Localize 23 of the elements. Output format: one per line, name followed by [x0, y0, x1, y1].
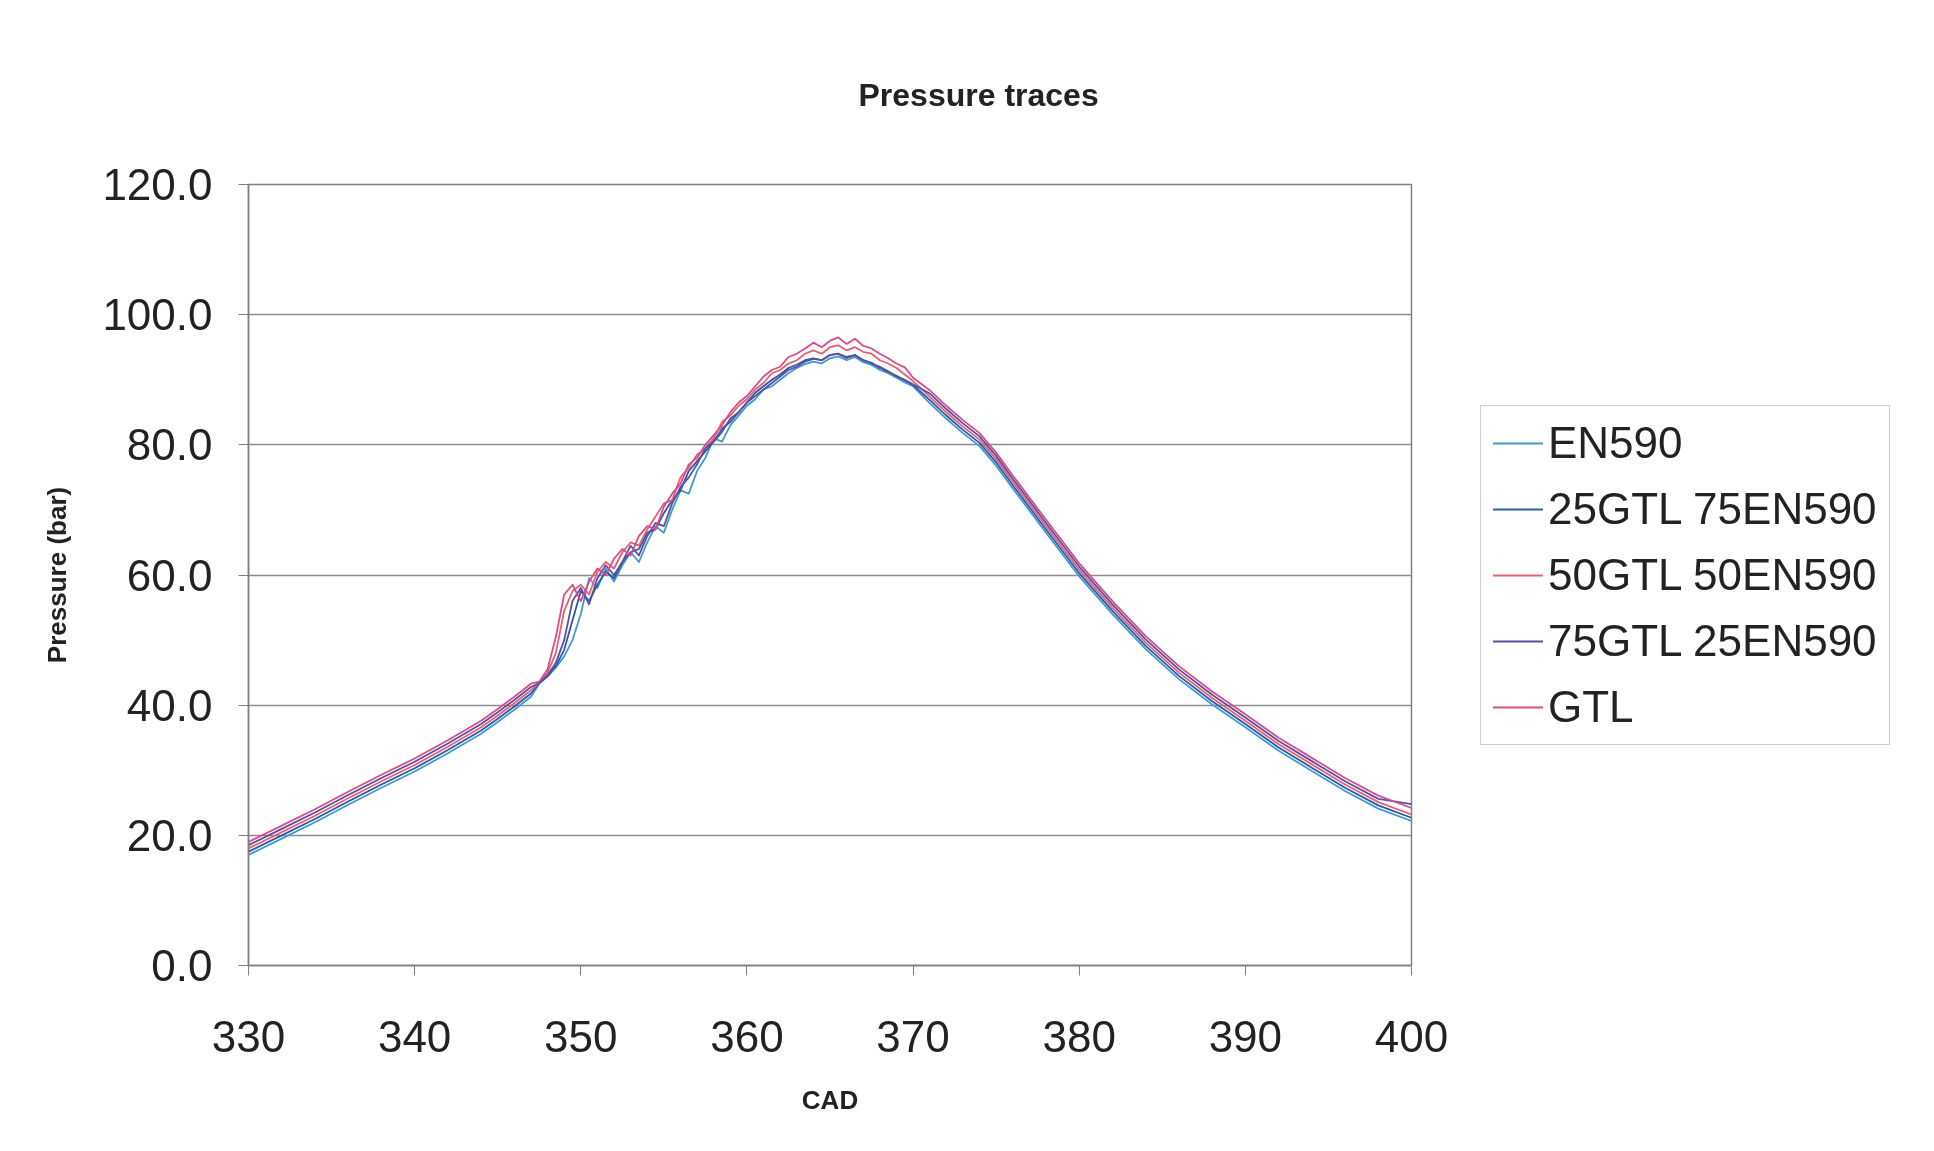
x-tick-label: 380 — [1042, 1011, 1116, 1061]
y-axis-title: Pressure (bar) — [42, 486, 73, 664]
x-tick-label: 330 — [211, 1011, 286, 1061]
y-tick-label: 120.0 — [102, 160, 213, 209]
legend-label: 50GTL 50EN590 — [1548, 550, 1877, 600]
chart-title: Pressure traces — [858, 76, 1099, 113]
x-tick-label: 360 — [710, 1011, 784, 1061]
x-tick-label: 350 — [544, 1011, 618, 1061]
legend-label: EN590 — [1548, 418, 1683, 468]
x-tick-label: 400 — [1374, 1011, 1449, 1061]
y-tick-label: 0.0 — [151, 941, 213, 990]
x-axis-title: CAD — [801, 1084, 859, 1115]
y-tick-label: 60.0 — [126, 550, 213, 600]
y-tick-label: 20.0 — [126, 810, 213, 860]
x-tick-label: 390 — [1208, 1011, 1283, 1061]
x-tick-label: 370 — [876, 1011, 950, 1061]
x-tick-label: 340 — [377, 1011, 452, 1061]
legend-label: 75GTL 25EN590 — [1548, 616, 1877, 666]
y-tick-label: 80.0 — [126, 420, 213, 470]
legend-label: GTL — [1548, 682, 1634, 732]
y-tick-label: 100.0 — [102, 290, 213, 340]
y-tick-label: 40.0 — [126, 680, 213, 730]
legend-label: 25GTL 75EN590 — [1548, 484, 1877, 534]
